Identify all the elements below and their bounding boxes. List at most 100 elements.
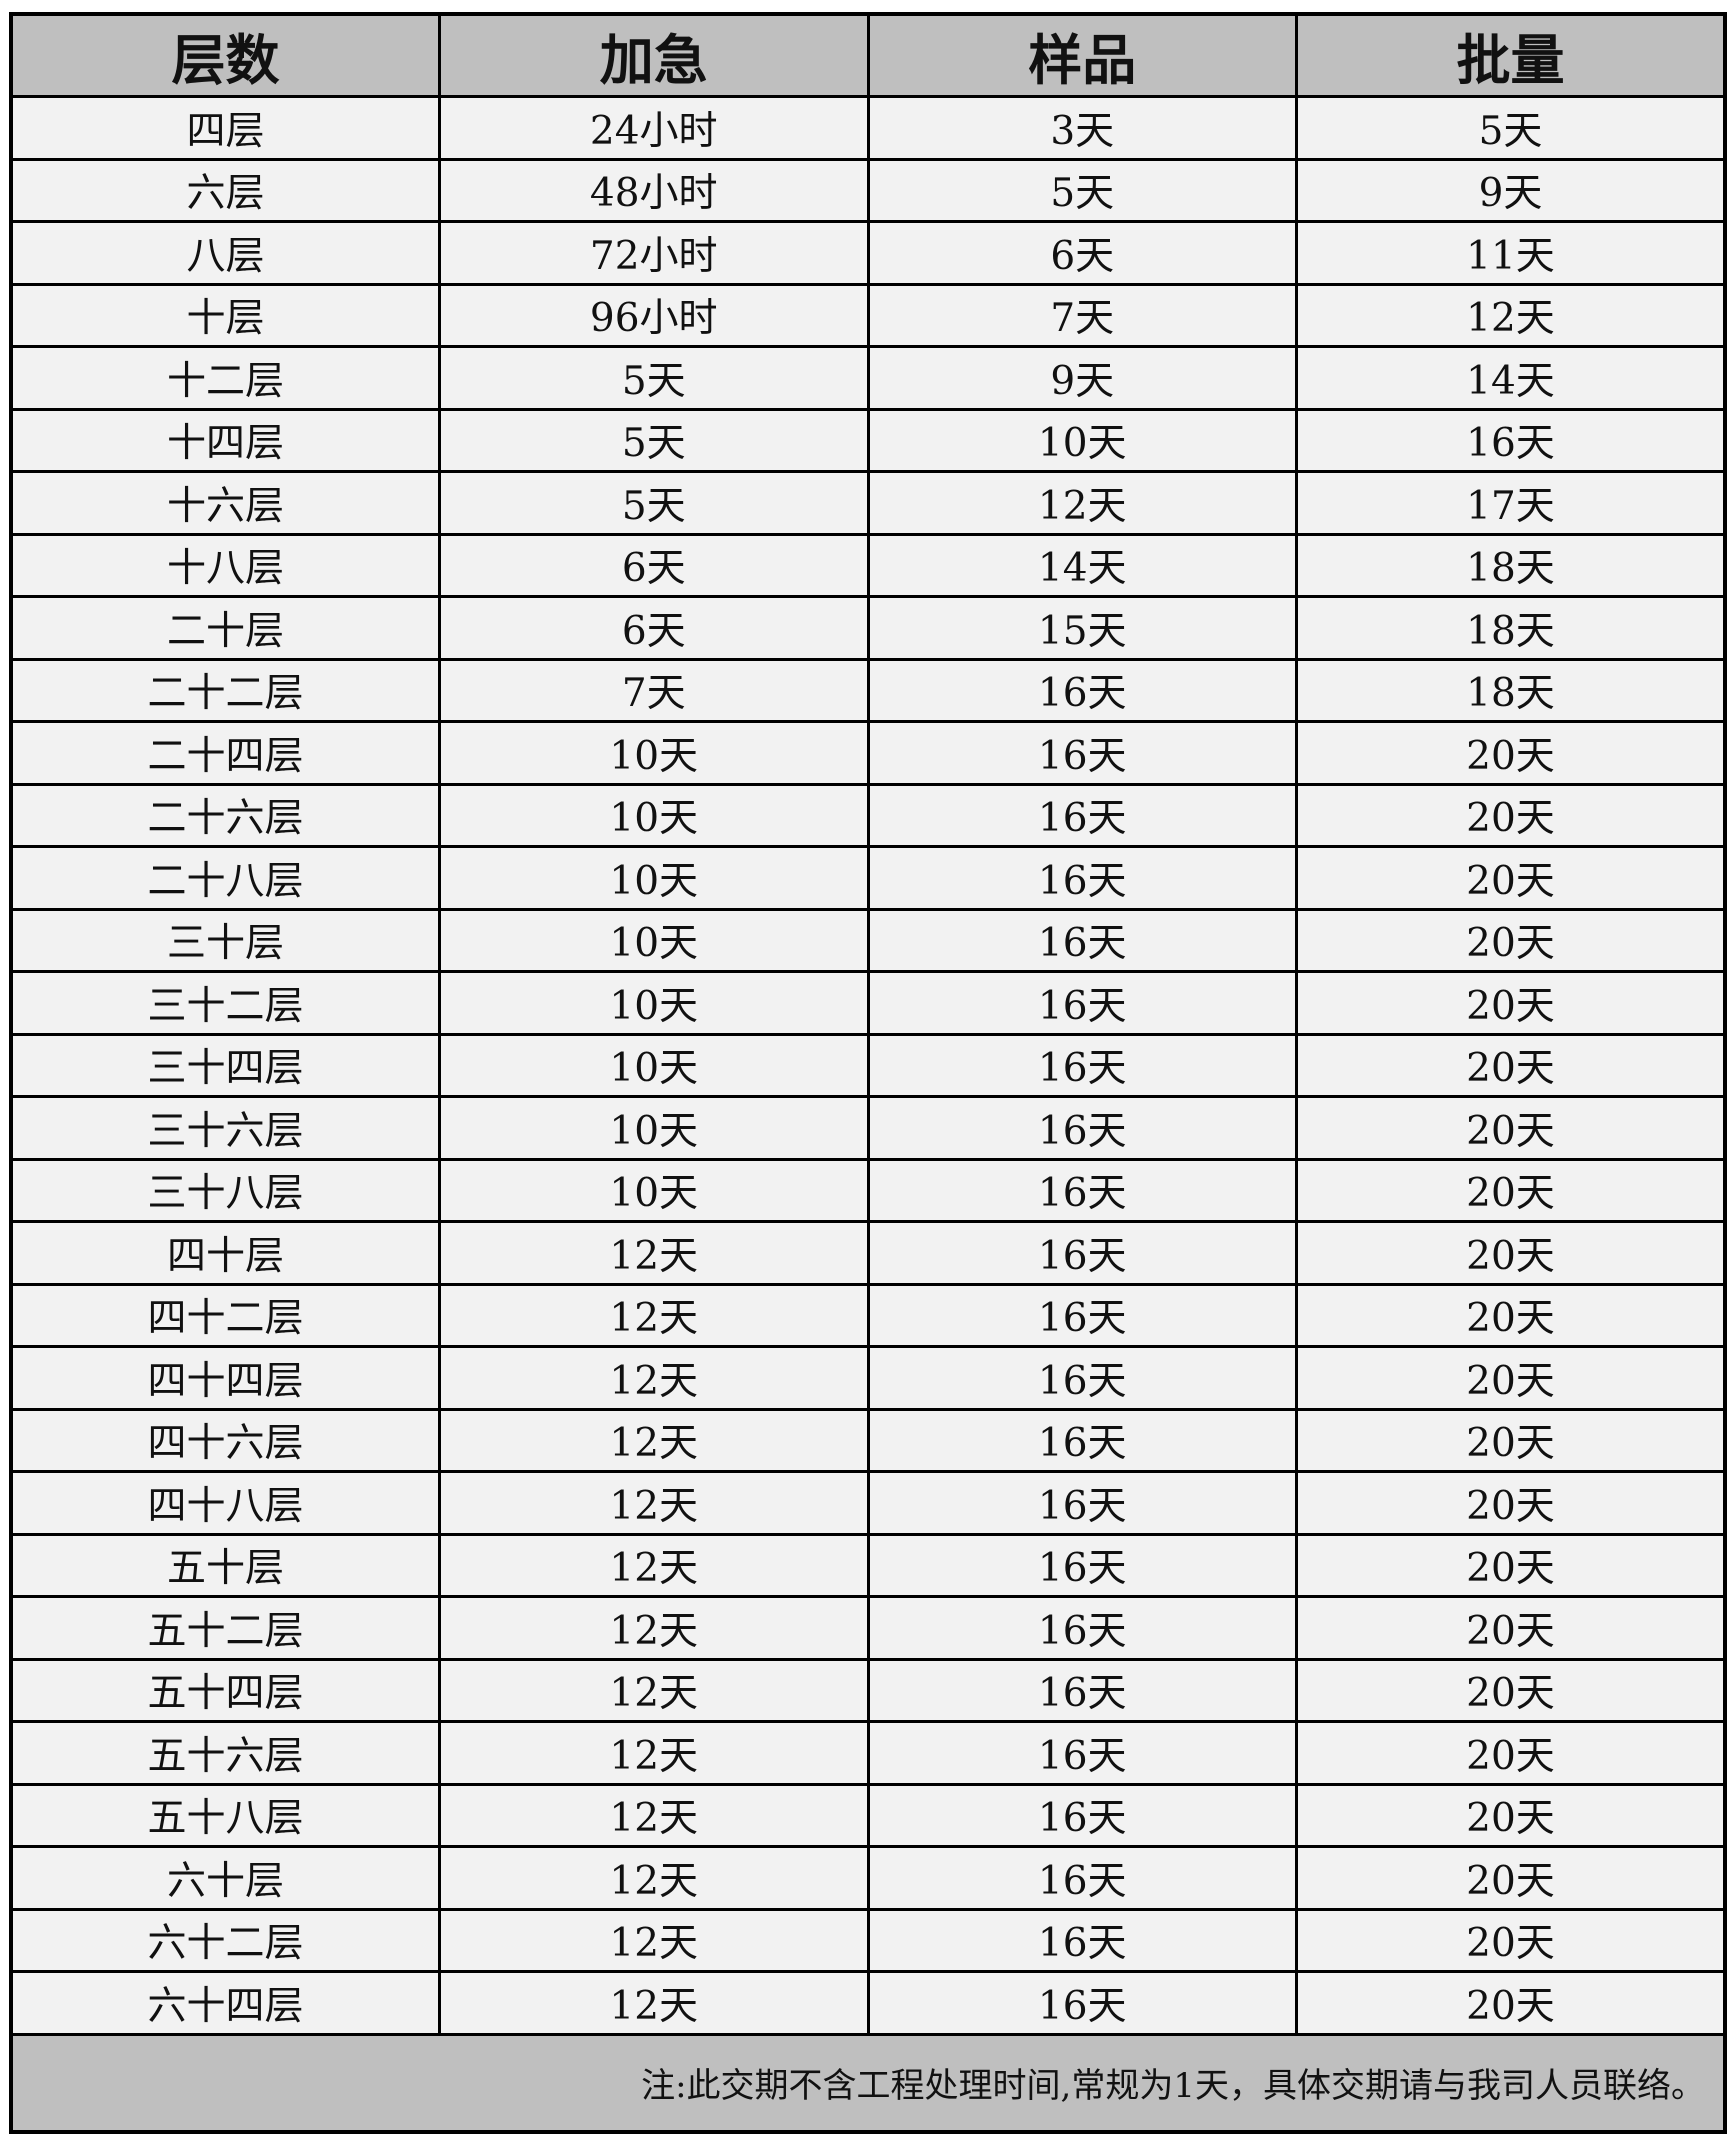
table-row: 二十层 6天 15天 18天 <box>9 595 1727 661</box>
cell-expedited: 12天 <box>438 1470 870 1536</box>
cell-batch: 20天 <box>1295 1220 1727 1286</box>
cell-sample: 16天 <box>866 1407 1298 1473</box>
cell-batch: 20天 <box>1295 1532 1727 1598</box>
cell-sample: 10天 <box>866 407 1298 473</box>
cell-layers: 十六层 <box>9 470 441 536</box>
cell-layers: 六十二层 <box>9 1907 441 1973</box>
table-row: 五十六层 12天 16天 20天 <box>9 1720 1727 1786</box>
table-row: 四十二层 12天 16天 20天 <box>9 1282 1727 1348</box>
cell-layers: 四十四层 <box>9 1345 441 1411</box>
cell-expedited: 12天 <box>438 1345 870 1411</box>
table-row: 十四层 5天 10天 16天 <box>9 407 1727 473</box>
cell-batch: 20天 <box>1295 720 1727 786</box>
cell-sample: 16天 <box>866 720 1298 786</box>
table-row: 三十二层 10天 16天 20天 <box>9 970 1727 1036</box>
cell-expedited: 6天 <box>438 532 870 598</box>
table-row: 五十二层 12天 16天 20天 <box>9 1595 1727 1661</box>
cell-expedited: 12天 <box>438 1970 870 2036</box>
cell-expedited: 10天 <box>438 970 870 1036</box>
cell-batch: 20天 <box>1295 1345 1727 1411</box>
cell-batch: 20天 <box>1295 1595 1727 1661</box>
cell-layers: 八层 <box>9 220 441 286</box>
cell-layers: 六十层 <box>9 1845 441 1911</box>
table-row: 三十八层 10天 16天 20天 <box>9 1157 1727 1223</box>
table-row: 五十八层 12天 16天 20天 <box>9 1782 1727 1848</box>
cell-sample: 16天 <box>866 1845 1298 1911</box>
table-row: 三十四层 10天 16天 20天 <box>9 1032 1727 1098</box>
cell-sample: 16天 <box>866 1720 1298 1786</box>
cell-layers: 十四层 <box>9 407 441 473</box>
cell-sample: 16天 <box>866 845 1298 911</box>
cell-expedited: 12天 <box>438 1407 870 1473</box>
table-row: 二十六层 10天 16天 20天 <box>9 782 1727 848</box>
cell-sample: 16天 <box>866 1220 1298 1286</box>
cell-layers: 二十四层 <box>9 720 441 786</box>
cell-expedited: 10天 <box>438 907 870 973</box>
cell-layers: 四十层 <box>9 1220 441 1286</box>
cell-layers: 十层 <box>9 282 441 348</box>
cell-layers: 十二层 <box>9 345 441 411</box>
cell-layers: 四层 <box>9 95 441 161</box>
cell-expedited: 10天 <box>438 1032 870 1098</box>
cell-sample: 16天 <box>866 1970 1298 2036</box>
cell-expedited: 12天 <box>438 1282 870 1348</box>
cell-layers: 五十八层 <box>9 1782 441 1848</box>
cell-batch: 20天 <box>1295 1782 1727 1848</box>
cell-batch: 5天 <box>1295 95 1727 161</box>
cell-layers: 五十二层 <box>9 1595 441 1661</box>
cell-batch: 12天 <box>1295 282 1727 348</box>
cell-layers: 二十八层 <box>9 845 441 911</box>
cell-expedited: 7天 <box>438 657 870 723</box>
cell-batch: 18天 <box>1295 657 1727 723</box>
cell-sample: 12天 <box>866 470 1298 536</box>
cell-expedited: 5天 <box>438 470 870 536</box>
cell-expedited: 5天 <box>438 407 870 473</box>
cell-batch: 20天 <box>1295 970 1727 1036</box>
table-row: 二十八层 10天 16天 20天 <box>9 845 1727 911</box>
header-expedited: 加急 <box>438 12 870 98</box>
cell-batch: 20天 <box>1295 1970 1727 2036</box>
cell-sample: 14天 <box>866 532 1298 598</box>
cell-sample: 16天 <box>866 1657 1298 1723</box>
note-row: 注:此交期不含工程处理时间,常规为1天，具体交期请与我司人员联络。 <box>9 2032 1727 2133</box>
table-row: 二十四层 10天 16天 20天 <box>9 720 1727 786</box>
cell-batch: 20天 <box>1295 845 1727 911</box>
cell-batch: 11天 <box>1295 220 1727 286</box>
cell-sample: 16天 <box>866 1470 1298 1536</box>
cell-batch: 20天 <box>1295 907 1727 973</box>
cell-batch: 18天 <box>1295 532 1727 598</box>
cell-sample: 16天 <box>866 782 1298 848</box>
cell-expedited: 5天 <box>438 345 870 411</box>
cell-batch: 20天 <box>1295 1095 1727 1161</box>
cell-expedited: 12天 <box>438 1532 870 1598</box>
cell-batch: 20天 <box>1295 1720 1727 1786</box>
cell-sample: 6天 <box>866 220 1298 286</box>
cell-sample: 16天 <box>866 1032 1298 1098</box>
cell-batch: 16天 <box>1295 407 1727 473</box>
table-row: 四层 24小时 3天 5天 <box>9 95 1727 161</box>
cell-layers: 五十四层 <box>9 1657 441 1723</box>
table-row: 五十四层 12天 16天 20天 <box>9 1657 1727 1723</box>
footnote: 注:此交期不含工程处理时间,常规为1天，具体交期请与我司人员联络。 <box>9 2032 1727 2133</box>
cell-sample: 16天 <box>866 1157 1298 1223</box>
cell-layers: 六十四层 <box>9 1970 441 2036</box>
cell-expedited: 12天 <box>438 1907 870 1973</box>
cell-expedited: 48小时 <box>438 157 870 223</box>
cell-layers: 六层 <box>9 157 441 223</box>
table-row: 三十层 10天 16天 20天 <box>9 907 1727 973</box>
cell-sample: 16天 <box>866 970 1298 1036</box>
table-row: 二十二层 7天 16天 18天 <box>9 657 1727 723</box>
cell-expedited: 10天 <box>438 782 870 848</box>
header-sample: 样品 <box>866 12 1298 98</box>
cell-expedited: 10天 <box>438 720 870 786</box>
cell-layers: 二十六层 <box>9 782 441 848</box>
cell-expedited: 12天 <box>438 1720 870 1786</box>
table-row: 四十四层 12天 16天 20天 <box>9 1345 1727 1411</box>
cell-batch: 20天 <box>1295 1157 1727 1223</box>
cell-layers: 四十二层 <box>9 1282 441 1348</box>
table-row: 五十层 12天 16天 20天 <box>9 1532 1727 1598</box>
header-row: 层数 加急 样品 批量 <box>9 12 1727 98</box>
cell-batch: 14天 <box>1295 345 1727 411</box>
cell-sample: 16天 <box>866 657 1298 723</box>
cell-layers: 三十四层 <box>9 1032 441 1098</box>
